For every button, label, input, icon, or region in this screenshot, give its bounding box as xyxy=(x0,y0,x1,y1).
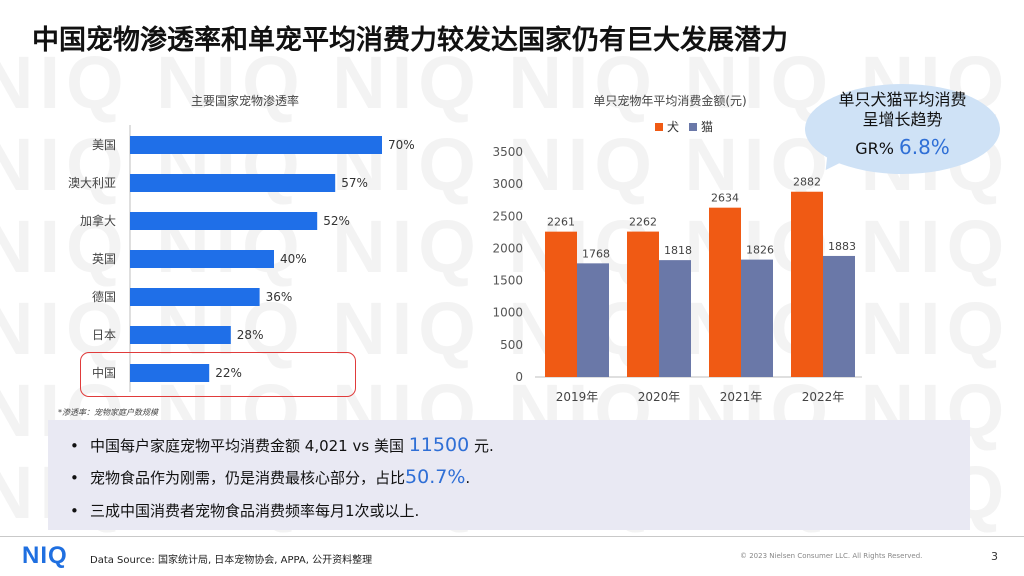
right-bar-cat xyxy=(741,259,773,377)
bubble-gr: GR% 6.8% xyxy=(805,135,1000,159)
left-value-label: 28% xyxy=(237,328,264,342)
right-chart-title: 单只宠物年平均消费金额(元) xyxy=(593,94,747,108)
data-source: Data Source: 国家统计局, 日本宠物协会, APPA, 公开资料整理 xyxy=(90,555,373,566)
bubble-line2: 呈增长趋势 xyxy=(862,110,943,129)
left-category-label: 美国 xyxy=(92,138,116,152)
right-value-label: 1883 xyxy=(828,240,856,253)
legend-label: 犬 xyxy=(667,120,679,134)
bullet-text: 中国每户家庭宠物平均消费金额 4,021 vs 美国 xyxy=(90,437,409,455)
legend-swatch-dog xyxy=(655,123,663,131)
bullet-item: • 宠物食品作为刚需，仍是消费最核心部分，占比50.7%. xyxy=(70,466,471,488)
left-bar xyxy=(130,174,336,192)
bullet-item: • 三成中国消费者宠物食品消费频率每月1次或以上. xyxy=(70,502,420,520)
left-category-label: 日本 xyxy=(92,328,116,342)
left-category-label: 德国 xyxy=(92,289,116,304)
bubble-gr-prefix: GR% xyxy=(855,139,894,158)
slide-title: 中国宠物渗透率和单宠平均消费力较发达国家仍有巨大发展潜力 xyxy=(32,25,788,56)
bullet-text: 三成中国消费者宠物食品消费频率每月1次或以上. xyxy=(90,502,420,520)
left-value-label: 70% xyxy=(388,138,415,152)
bullet-panel: • 中国每户家庭宠物平均消费金额 4,021 vs 美国 11500 元. • 宠物… xyxy=(48,420,970,530)
left-bar xyxy=(130,364,210,382)
copyright: © 2023 Nielsen Consumer LLC. All Rights … xyxy=(740,552,923,560)
left-value-label: 22% xyxy=(215,366,242,380)
legend-swatch-cat xyxy=(689,123,697,131)
left-category-label: 英国 xyxy=(92,252,116,266)
bubble-line1: 单只犬猫平均消费 xyxy=(838,90,967,109)
right-bar-cat xyxy=(659,260,691,377)
right-value-label: 1826 xyxy=(746,244,774,257)
right-bar-cat xyxy=(577,263,609,377)
right-y-tick: 3500 xyxy=(492,145,523,159)
bullet-text: 宠物食品作为刚需，仍是消费最核心部分，占比 xyxy=(90,469,406,487)
left-category-label: 澳大利亚 xyxy=(68,176,116,190)
right-bar-cat xyxy=(823,255,855,377)
bullet-item: • 中国每户家庭宠物平均消费金额 4,021 vs 美国 11500 元. xyxy=(70,434,494,456)
right-value-label: 1768 xyxy=(582,247,610,260)
right-value-label: 2634 xyxy=(711,192,739,205)
right-y-tick: 0 xyxy=(515,370,523,384)
left-category-label: 加拿大 xyxy=(80,213,116,228)
china-highlight-box xyxy=(80,352,356,397)
left-bar xyxy=(130,212,318,230)
left-value-label: 40% xyxy=(280,252,307,266)
page-number: 3 xyxy=(991,550,998,563)
right-value-label: 2262 xyxy=(629,216,657,229)
right-y-tick: 1500 xyxy=(492,274,523,288)
right-bar-dog xyxy=(627,231,659,377)
bullet-highlight: 50.7% xyxy=(405,466,466,488)
right-value-label: 2882 xyxy=(793,176,821,189)
growth-bubble: 单只犬猫平均消费 呈增长趋势 GR% 6.8% xyxy=(805,84,1000,174)
right-x-tick: 2019年 xyxy=(556,390,599,404)
left-chart-title: 主要国家宠物渗透率 xyxy=(190,94,299,108)
footer-divider xyxy=(0,536,1024,537)
left-value-label: 36% xyxy=(266,290,293,304)
bullet-suffix: . xyxy=(465,469,471,487)
left-bar xyxy=(130,326,231,344)
left-category-label: 中国 xyxy=(92,365,116,380)
right-y-tick: 500 xyxy=(500,338,523,352)
right-bar-dog xyxy=(709,207,741,377)
bubble-gr-value: 6.8% xyxy=(899,135,950,159)
right-x-tick: 2022年 xyxy=(802,390,845,404)
legend-label: 猫 xyxy=(701,120,713,134)
bullet-suffix: 元. xyxy=(469,437,494,455)
left-bar xyxy=(130,288,260,306)
bullet-highlight: 11500 xyxy=(408,434,470,456)
left-value-label: 52% xyxy=(323,214,350,228)
left-bar xyxy=(130,136,382,154)
right-y-tick: 2000 xyxy=(492,241,523,255)
right-bar-dog xyxy=(545,231,577,377)
right-x-tick: 2020年 xyxy=(638,390,681,404)
footnote: *渗透率：宠物家庭户数规模 xyxy=(58,408,158,417)
right-x-tick: 2021年 xyxy=(720,390,763,404)
right-y-tick: 3000 xyxy=(492,177,523,191)
niq-logo: NIQ xyxy=(22,542,68,569)
right-value-label: 1818 xyxy=(664,244,692,257)
right-y-tick: 2500 xyxy=(492,209,523,223)
left-value-label: 57% xyxy=(341,176,368,190)
left-bar xyxy=(130,250,274,268)
right-bar-dog xyxy=(791,191,823,377)
right-value-label: 2261 xyxy=(547,216,575,229)
right-y-tick: 1000 xyxy=(492,306,523,320)
